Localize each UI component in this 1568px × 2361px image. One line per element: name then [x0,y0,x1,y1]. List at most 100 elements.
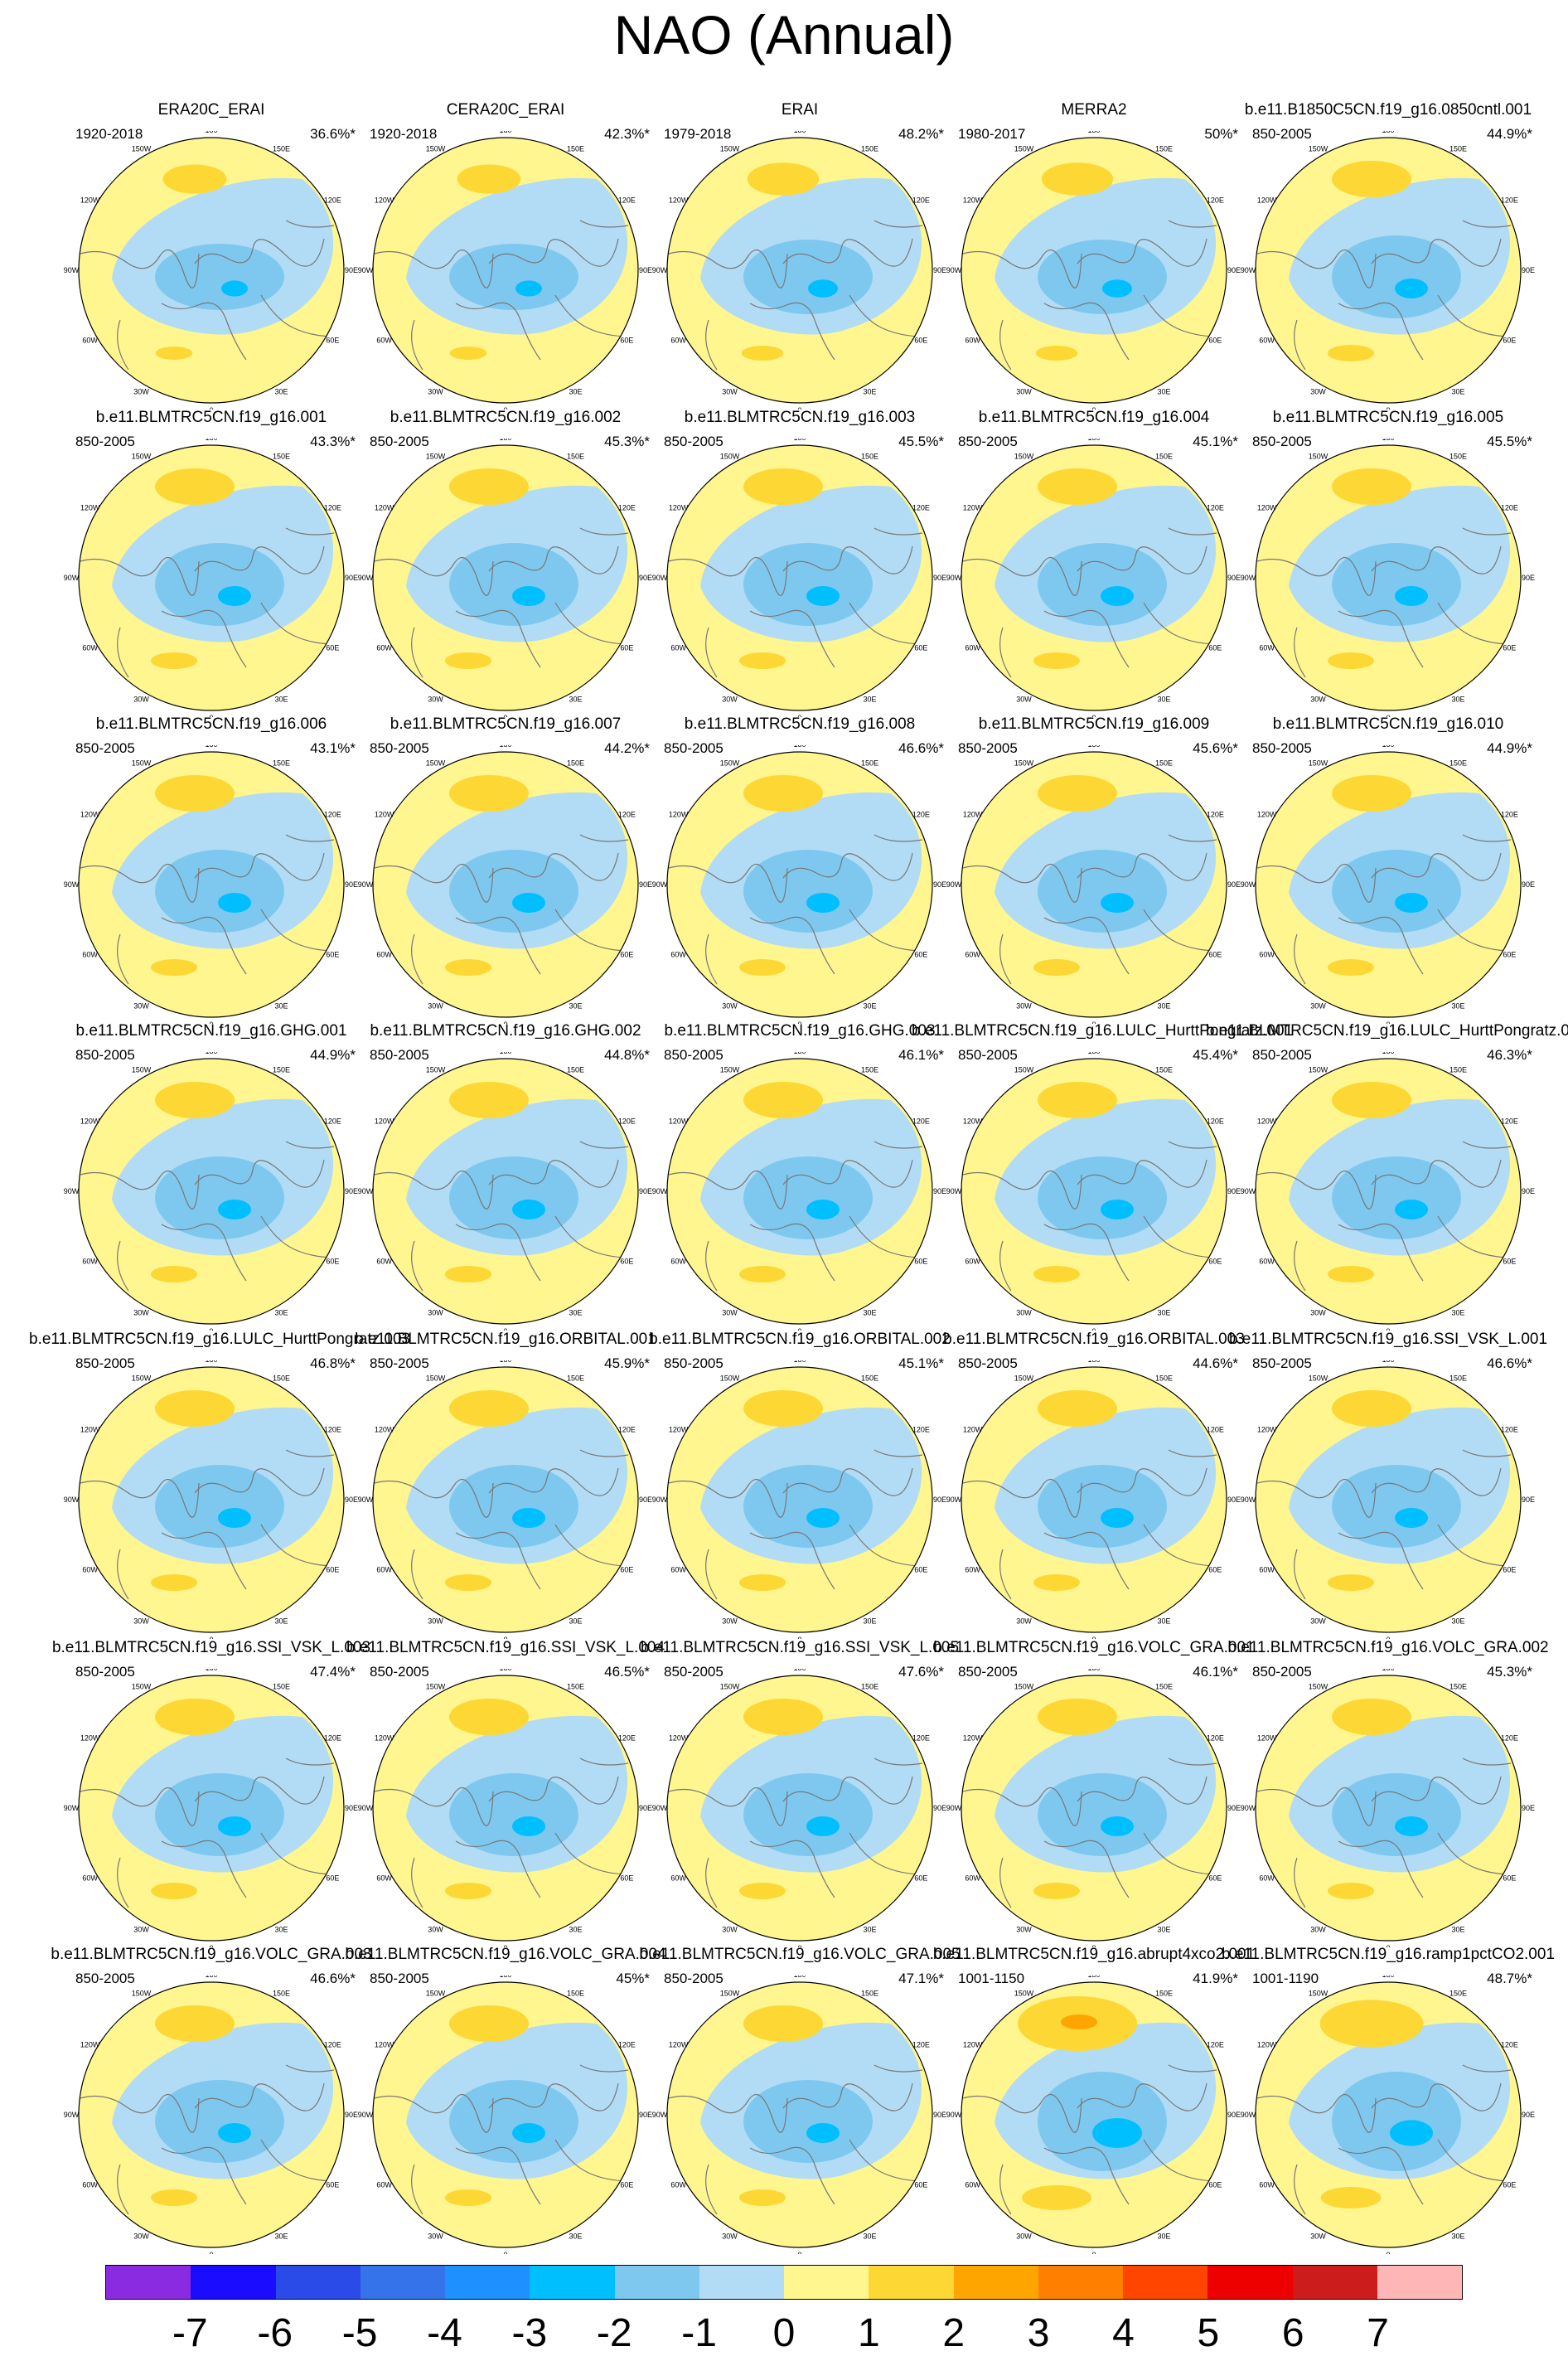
longitude-label: 0 [1386,1944,1390,1947]
longitude-label: 90E [345,1496,358,1504]
colorbar-swatch [614,2266,699,2299]
positive-anomaly-pacific [1038,1082,1117,1118]
positive-anomaly-atlantic [1328,1883,1374,1899]
positive-anomaly-atlantic [449,347,487,360]
positive-anomaly-atlantic [151,1883,197,1899]
panel-period: 850-2005 [1252,1047,1312,1063]
coastline [962,220,1219,371]
panel-period: 1920-2018 [75,126,143,142]
longitude-label: 90W [358,880,374,889]
negative-anomaly-moderate [743,1773,873,1856]
map-boundary [78,1058,345,1325]
longitude-label: 120E [324,1426,341,1434]
longitude-label: 180 [205,1360,217,1364]
positive-anomaly-atlantic [445,1574,491,1591]
longitude-label: 30W [133,1617,149,1625]
longitude-label: 120E [1207,1117,1224,1126]
longitude-label: 60W [1259,337,1275,345]
longitude-label: 30W [1310,387,1326,395]
panel-period: 850-2005 [664,1971,724,1986]
polar-map: 180 150W 150E 120W 120E 90W 90E 60W 60E 30W 30E 0 [946,1976,1241,2254]
longitude-label: 60E [1208,337,1222,345]
panel-percent: 47.4%* [310,1664,356,1680]
map-panel: b.e11.BLMTRC5CN.f19_g16.006 850-2005 43.1%… [62,715,361,1024]
longitude-label: 30W [1310,2232,1326,2240]
longitude-label: 120W [963,1426,983,1434]
panel-percent: 43.3%* [310,434,356,449]
colorbar-tick-label: -6 [257,2311,293,2355]
negative-anomaly-strong [806,2123,840,2143]
longitude-label: 180 [499,1976,511,1979]
longitude-label: 90E [1522,1496,1535,1504]
longitude-label: 150W [1309,1990,1328,1998]
positive-anomaly-atlantic [739,1266,786,1282]
longitude-label: 150E [567,145,584,153]
colorbar-tick-label: 6 [1281,2311,1304,2355]
polar-map: 180 150W 150E 120W 120E 90W 90E 60W 60E 30W 30E 0 [358,1669,652,1947]
polar-map: 180 150W 150E 120W 120E 90W 90E 60W 60E 30W 30E 0 [652,131,946,410]
longitude-label: 120W [80,2041,100,2049]
longitude-label: 30W [1310,695,1326,703]
longitude-label: 120E [1501,811,1518,819]
positive-anomaly-atlantic [445,652,491,669]
map-boundary [1255,1981,1522,2248]
longitude-label: 180 [205,131,217,134]
negative-anomaly-strong [806,1816,840,1836]
panel-percent: 45.3%* [1487,1664,1532,1680]
coastline [668,1141,925,1292]
longitude-label: 180 [1382,1360,1394,1364]
positive-anomaly-atlantic [151,1574,197,1591]
longitude-label: 150W [1309,1066,1328,1074]
colorbar-swatch [784,2266,869,2299]
longitude-label: 150W [1309,759,1328,768]
longitude-label: 0 [1091,714,1096,717]
longitude-label: 30E [274,387,288,395]
longitude-label: 150E [1449,1374,1467,1383]
map-boundary [1255,444,1522,711]
positive-anomaly-pacific [155,1390,235,1427]
positive-anomaly-atlantic [1328,1266,1374,1282]
positive-anomaly-atlantic [739,652,786,669]
longitude-label: 30W [1016,387,1032,395]
panel-percent: 45.1%* [1193,434,1238,449]
longitude-label: 0 [1091,2251,1096,2254]
coastline [80,1757,336,1908]
longitude-label: 30W [1310,1308,1326,1316]
longitude-label: 0 [209,1944,213,1947]
longitude-label: 120W [963,1734,983,1743]
positive-anomaly-pacific [162,164,227,194]
negative-anomaly-strong [1395,1200,1428,1219]
coastline [374,1141,631,1292]
panel-period: 850-2005 [958,434,1018,449]
colorbar-tick-label: -2 [596,2311,632,2355]
colorbar-tick-label: 1 [858,2311,880,2355]
positive-anomaly-atlantic [155,347,193,360]
positive-anomaly-atlantic [1328,345,1374,361]
longitude-label: 60E [914,2181,927,2189]
panel-percent: 45.4%* [1193,1047,1238,1063]
map-panel: b.e11.BLMTRC5CN.f19_g16.GHG.003 850-2005 4… [651,1022,949,1331]
longitude-label: 30W [722,2232,738,2240]
longitude-label: 120W [375,2041,394,2049]
colorbar-tick-label: 0 [772,2311,796,2355]
longitude-label: 30W [1016,1308,1032,1316]
longitude-label: 30E [274,1001,288,1010]
longitude-label: 150W [132,453,152,461]
longitude-label: 60W [82,1566,98,1574]
positive-anomaly-atlantic [1328,1574,1374,1591]
panel-title: b.e11.BLMTRC5CN.f19_g16.GHG.002 [370,1022,641,1040]
longitude-label: 0 [209,1021,213,1024]
positive-anomaly-atlantic [445,1883,491,1899]
colorbar-tick-label: -1 [681,2311,717,2355]
longitude-label: 30E [1451,1925,1464,1933]
longitude-label: 150E [567,1066,584,1074]
longitude-label: 150W [720,145,740,153]
coastline [1256,1449,1513,1600]
panel-title: b.e11.BLMTRC5CN.f19_g16.007 [390,715,622,733]
longitude-label: 90E [933,574,946,582]
negative-anomaly-moderate [155,850,284,933]
longitude-label: 30W [1016,1617,1032,1625]
negative-anomaly-strong [512,1508,545,1528]
longitude-label: 60E [326,1258,339,1266]
longitude-label: 60W [670,951,686,959]
